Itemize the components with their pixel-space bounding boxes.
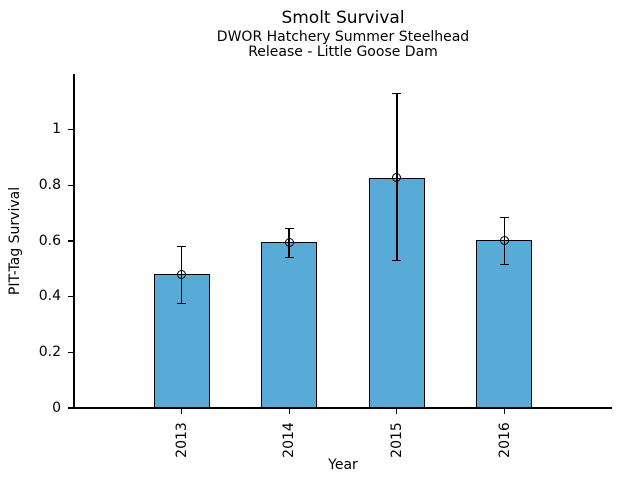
y-tick-mark (68, 128, 74, 131)
error-bar-cap-top (284, 227, 294, 230)
y-tick-label: 1 (52, 121, 61, 138)
y-tick-label: 0.6 (38, 232, 61, 249)
x-tick-label-text: 2016 (496, 422, 513, 458)
plot-area: 0 0.2 0.4 0.6 0.8 1 2013 2014 2015 2016 (39, 74, 612, 458)
x-axis-spine (73, 407, 612, 409)
y-tick-mark (68, 240, 74, 242)
x-tick-label-text: 2014 (281, 422, 298, 458)
title-block: Smolt Survival DWOR Hatchery Summer Stee… (74, 7, 612, 60)
point-marker (177, 269, 187, 279)
error-bar-cap-top (177, 245, 187, 248)
error-bar-cap-bottom (499, 263, 509, 266)
y-axis-spine (73, 74, 75, 409)
error-bar-cap-bottom (284, 256, 294, 259)
error-bar-cap-bottom (392, 259, 402, 262)
y-tick-label: 0.2 (38, 343, 61, 360)
chart-title: Smolt Survival (281, 8, 405, 28)
x-axis-label: Year (328, 457, 358, 473)
chart-subtitle-line1: DWOR Hatchery Summer Steelhead (216, 29, 470, 45)
y-tick-label: 0.4 (38, 288, 61, 305)
y-tick-mark (68, 184, 74, 187)
y-tick-label: 0.8 (38, 176, 61, 193)
y-tick-mark (68, 407, 74, 409)
x-tick-mark (396, 408, 398, 414)
x-tick-mark (503, 408, 506, 414)
point-marker (284, 237, 294, 247)
x-tick-mark (180, 408, 183, 414)
y-tick-label: 0 (52, 399, 61, 416)
bar (476, 240, 533, 408)
x-tick-label-text: 2015 (388, 422, 405, 458)
bar (261, 242, 318, 408)
error-bar-cap-top (499, 216, 509, 219)
error-bar-cap-bottom (177, 302, 187, 305)
error-bar-cap-top (392, 92, 402, 95)
x-tick-mark (288, 408, 290, 414)
point-marker (392, 173, 402, 183)
x-tick-label-text: 2013 (173, 422, 190, 458)
y-tick-mark (68, 351, 74, 354)
y-tick-mark (68, 295, 74, 298)
point-marker (499, 235, 509, 245)
chart-subtitle-line2: Release - Little Goose Dam (248, 44, 438, 60)
